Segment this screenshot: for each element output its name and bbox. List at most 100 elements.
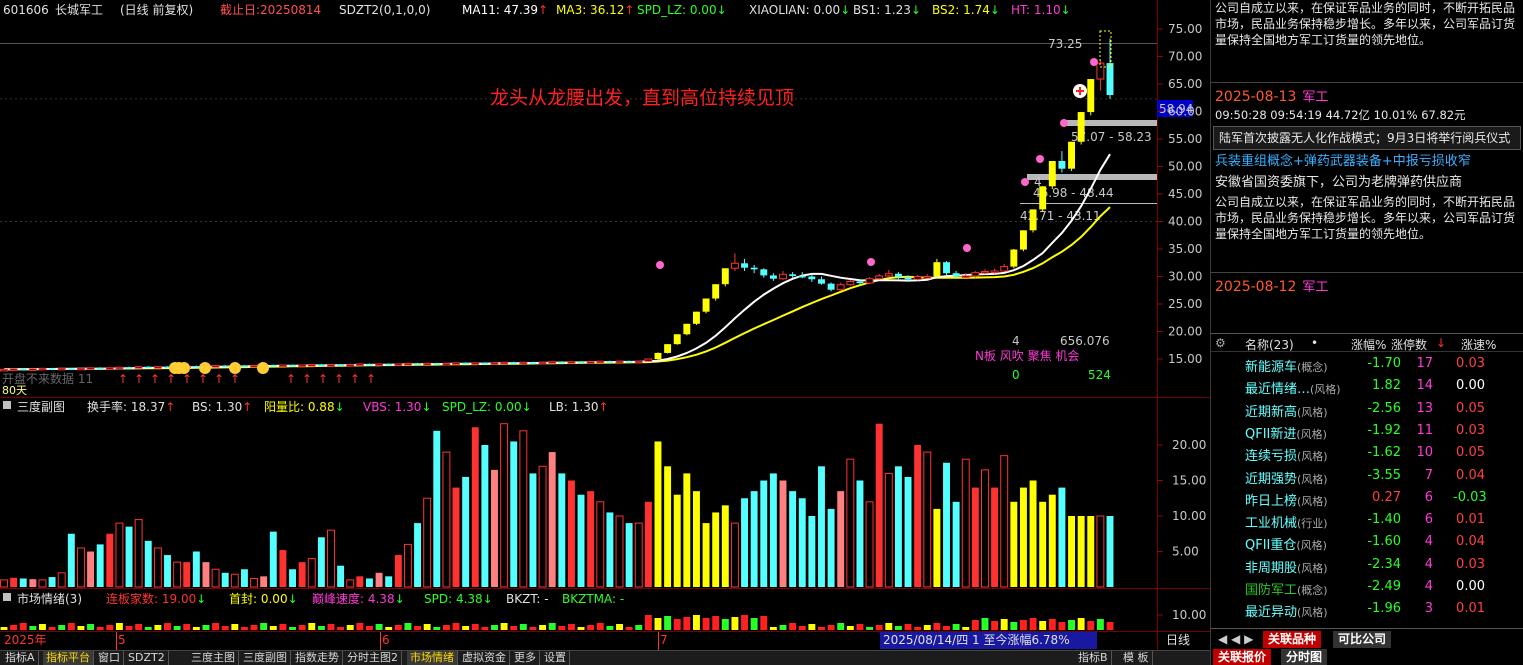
bottom-right-tab-0[interactable]: 指标B [1075, 651, 1112, 665]
bottom-tab-9[interactable]: 虚拟资金 [459, 651, 510, 665]
bottom-tab-7[interactable]: 分时主图2 [344, 651, 402, 665]
sentiment-bar [48, 627, 56, 630]
list-item-speed: 0.03 [1456, 356, 1485, 371]
candle [298, 364, 307, 368]
bottom-tab-8[interactable]: 市场情绪 [407, 651, 458, 665]
candle [818, 279, 825, 284]
bottom-right-tab-1[interactable]: 模 板 [1120, 651, 1153, 665]
sub2-toggle-icon[interactable] [3, 593, 11, 601]
candle [923, 276, 932, 279]
list-item[interactable]: 非周期股(风格) -2.34 4 0.03 [1211, 554, 1523, 576]
candle [884, 273, 893, 277]
bottom-tab-3[interactable]: SDZT2 [125, 651, 169, 665]
flower-icon [867, 258, 875, 266]
list-item[interactable]: 新能源车(概念) -1.70 17 0.03 [1211, 353, 1523, 375]
sub1-title[interactable]: 三度副图 [17, 399, 65, 414]
col-zf[interactable]: 涨幅% [1351, 338, 1387, 352]
up-arrow-icon: ↑ [214, 372, 224, 386]
volume-bar [779, 480, 787, 587]
sentiment-bar [125, 626, 133, 630]
candle [28, 368, 37, 371]
bottom-tab-6[interactable]: 指数走势 [292, 651, 343, 665]
gear-icon[interactable]: ⚙ [1215, 336, 1226, 350]
list-item[interactable]: 近期新高(风格) -2.56 13 0.05 [1211, 398, 1523, 420]
volume-bar [317, 537, 325, 587]
volume-bar [153, 547, 162, 588]
top-dashed-box [1099, 30, 1112, 68]
flower-icon [1021, 178, 1029, 186]
sentiment-bar [587, 625, 595, 630]
tab-related-stocks[interactable]: 关联品种 [1263, 631, 1322, 648]
candle [365, 363, 373, 366]
volume-bar [452, 487, 460, 587]
sub1-toggle-icon[interactable] [3, 401, 11, 409]
candle [394, 363, 403, 366]
list-item-count: 13 [1416, 400, 1433, 416]
tab-related-quote[interactable]: 关联报价 [1213, 649, 1272, 665]
sentiment-bar [548, 623, 556, 630]
candle [971, 272, 980, 277]
stock-name[interactable]: 长城军工 [55, 3, 103, 17]
list-item-kind: (风格) [1297, 606, 1328, 620]
sentiment-bar [1010, 622, 1018, 630]
axis-month-5: 5 [118, 633, 126, 647]
spd-lz-value: SPD_LZ: 0.00↓ [637, 3, 727, 17]
news-date-2[interactable]: 2025-08-12 军工 [1211, 277, 1523, 297]
bottom-tab-0[interactable]: 指标A [2, 651, 39, 665]
sentiment-bar [567, 624, 575, 630]
period-label[interactable]: 日线 [1166, 633, 1190, 647]
volume-bar [250, 577, 259, 588]
volume-bar [1058, 487, 1066, 587]
candle [760, 269, 768, 276]
list-item-kind: (风格) [1310, 383, 1341, 397]
bottom-tab-10[interactable]: 更多 [511, 651, 540, 665]
list-item[interactable]: 近期强势(风格) -3.55 7 0.04 [1211, 465, 1523, 487]
bottom-tab-2[interactable]: 窗口 [95, 651, 124, 665]
sentiment-bar [654, 618, 662, 630]
sub2-title[interactable]: 市场情绪(3) [17, 591, 82, 606]
trend-arrow-icon: ↓ [335, 400, 345, 414]
concept-line[interactable]: 兵装重组概念+弹药武器装备+中报亏损收窄 [1215, 154, 1471, 169]
bottom-tab-5[interactable]: 三度副图 [240, 651, 291, 665]
axis-month-6: 6 [382, 633, 390, 647]
volume-bar [730, 522, 739, 588]
stock-code[interactable]: 601606 [3, 3, 49, 17]
sentiment-bar [827, 625, 835, 630]
news-headline-box[interactable]: 陆军首次披露无人化作战模式；9月3日将举行阅兵仪式 [1213, 126, 1521, 150]
tab-comparable[interactable]: 可比公司 [1333, 631, 1392, 648]
candle [961, 275, 970, 278]
sub2-spd: SPD: 4.38↓ [424, 592, 493, 606]
volume-bar [712, 512, 720, 587]
col-spd[interactable]: 涨速% [1461, 338, 1497, 352]
list-item[interactable]: 工业机械(行业) -1.40 6 0.01 [1211, 509, 1523, 531]
bottom-tab-11[interactable]: 设置 [541, 651, 570, 665]
news-date-1[interactable]: 2025-08-13 军工 [1211, 87, 1523, 107]
list-item-kind: (风格) [1297, 472, 1328, 486]
sentiment-bar [789, 623, 797, 630]
candle [538, 361, 547, 365]
list-item[interactable]: QFII新进(风格) -1.92 11 0.03 [1211, 420, 1523, 442]
sentiment-bar [173, 626, 181, 630]
bottom-tab-1[interactable]: 指标平台 [43, 651, 94, 665]
candle [712, 284, 720, 299]
trend-arrow-icon: ↓ [522, 400, 532, 414]
list-item[interactable]: 最近异动(风格) -1.96 3 0.01 [1211, 598, 1523, 620]
sentiment-bar [77, 626, 85, 630]
up-arrow-icon: ↑ [182, 372, 192, 386]
list-item[interactable]: 最近情绪…(风格) 1.82 14 0.00 [1211, 375, 1523, 397]
candle [307, 364, 316, 367]
face-icon [229, 362, 241, 374]
bottom-tab-4[interactable]: 三度主图 [188, 651, 239, 665]
list-item[interactable]: 昨日上榜(风格) 0.27 6 -0.03 [1211, 487, 1523, 509]
list-item[interactable]: 国防军工(概念) -2.49 4 0.00 [1211, 576, 1523, 598]
col-cnt[interactable]: 涨停数 [1391, 338, 1428, 352]
up-arrow-icon: ↑ [334, 372, 344, 386]
volume-bar [625, 523, 633, 587]
sentiment-bar [87, 624, 95, 630]
tab-nav-arrows-icon[interactable]: ◀ ◀ ▶ [1218, 632, 1254, 646]
col-name[interactable]: 名称(23) [1245, 338, 1294, 352]
tab-timeshare[interactable]: 分时图 [1281, 649, 1328, 665]
trend-arrow-icon: ↑ [538, 3, 548, 17]
list-item[interactable]: QFII重仓(风格) -1.60 4 0.04 [1211, 531, 1523, 553]
list-item[interactable]: 连续亏损(风格) -1.62 10 0.05 [1211, 442, 1523, 464]
